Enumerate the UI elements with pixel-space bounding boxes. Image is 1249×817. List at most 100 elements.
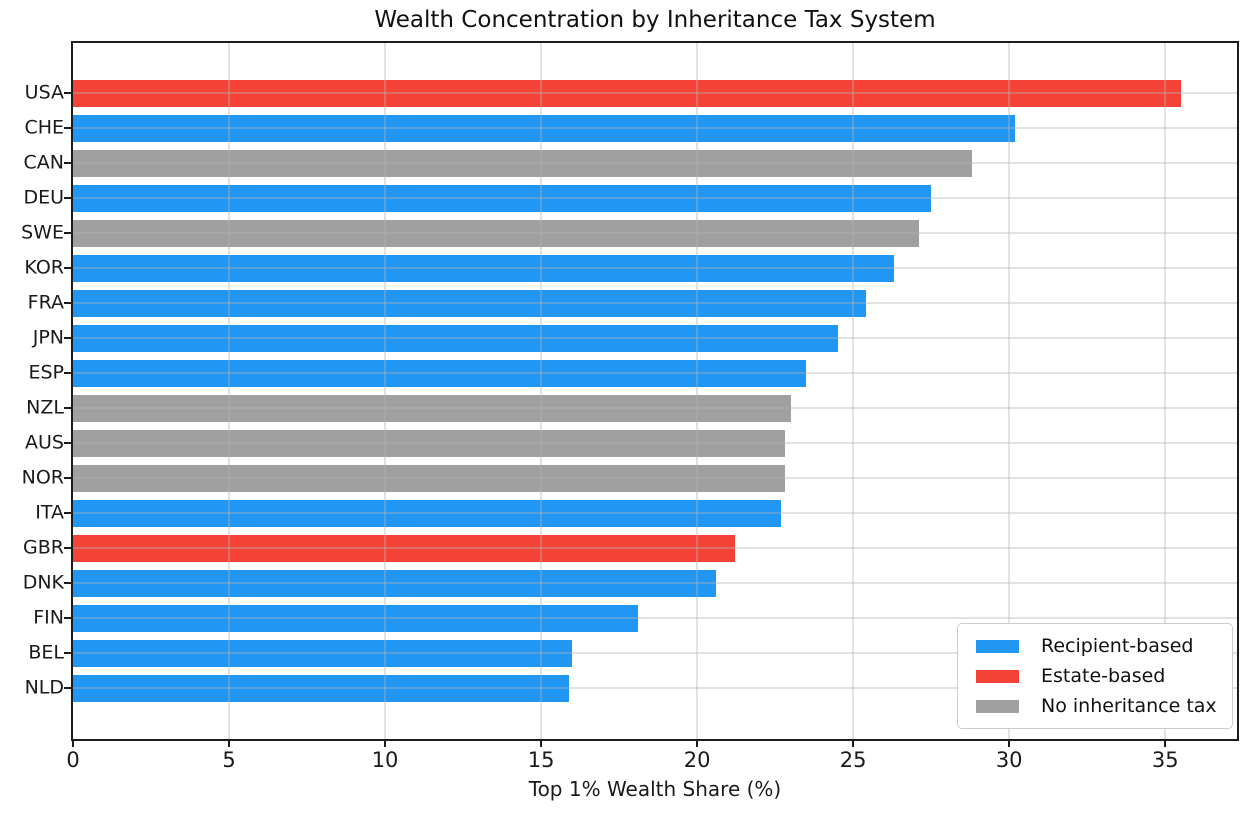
bar-FRA	[73, 289, 866, 317]
y-tick-label-CHE: CHE	[24, 116, 64, 139]
y-tick	[64, 582, 71, 584]
vertical-gridline	[384, 43, 386, 739]
plot-area: Recipient-based Estate-based No inheritanc…	[71, 41, 1239, 741]
y-tick	[64, 442, 71, 444]
y-tick-label-USA: USA	[24, 81, 64, 104]
bar-ESP	[73, 359, 807, 387]
x-tick-label-0: 0	[66, 748, 80, 772]
legend-swatch-none	[976, 699, 1019, 713]
x-tick-label-25: 25	[839, 748, 867, 772]
y-tick	[64, 477, 71, 479]
x-tick	[696, 740, 699, 747]
y-tick	[64, 302, 71, 304]
y-tick	[64, 337, 71, 339]
vertical-gridline	[1164, 43, 1167, 739]
vertical-gridline	[696, 43, 698, 739]
y-tick-label-GBR: GBR	[23, 536, 64, 559]
y-tick-label-ITA: ITA	[35, 501, 64, 524]
bar-FIN	[73, 604, 638, 632]
x-tick	[1008, 740, 1011, 747]
legend-label-recipient: Recipient-based	[1041, 635, 1194, 657]
y-tick-label-NLD: NLD	[24, 676, 64, 699]
horizontal-gridline	[73, 92, 1237, 94]
bar-DNK	[73, 569, 716, 597]
x-tick	[852, 740, 855, 747]
x-tick-label-35: 35	[1151, 748, 1179, 772]
bar-ITA	[73, 499, 782, 527]
chart-title: Wealth Concentration by Inheritance Tax …	[374, 7, 936, 33]
x-tick-label-15: 15	[527, 748, 555, 772]
horizontal-gridline	[73, 652, 1237, 654]
y-tick-label-DNK: DNK	[22, 571, 64, 594]
bar-CHE	[73, 114, 1016, 142]
vertical-gridline	[1008, 43, 1010, 739]
x-tick	[540, 740, 543, 747]
horizontal-gridline	[73, 162, 1237, 164]
y-tick-label-FIN: FIN	[33, 606, 64, 629]
vertical-gridline	[852, 43, 854, 739]
horizontal-gridline	[73, 232, 1237, 234]
y-tick-label-FRA: FRA	[27, 291, 64, 314]
y-tick	[64, 407, 71, 409]
y-tick	[64, 687, 71, 689]
x-axis-label: Top 1% Wealth Share (%)	[528, 777, 782, 801]
x-tick	[228, 740, 231, 747]
legend: Recipient-based Estate-based No inheritanc…	[957, 623, 1233, 729]
bar-SWE	[73, 219, 919, 247]
horizontal-gridline	[73, 547, 1237, 549]
x-tick	[1164, 740, 1167, 747]
y-tick-label-BEL: BEL	[28, 641, 64, 664]
bar-AUS	[73, 429, 785, 457]
vertical-gridline	[540, 43, 542, 739]
bar-USA	[73, 79, 1181, 107]
horizontal-gridline	[73, 127, 1237, 129]
horizontal-gridline	[73, 302, 1237, 304]
legend-row-none: No inheritance tax	[958, 691, 1232, 721]
legend-label-none: No inheritance tax	[1041, 695, 1217, 717]
y-tick-label-NZL: NZL	[26, 396, 64, 419]
bar-NOR	[73, 464, 785, 492]
y-tick-label-NOR: NOR	[21, 466, 64, 489]
legend-swatch-estate	[976, 669, 1019, 683]
horizontal-gridline	[73, 197, 1237, 199]
horizontal-gridline	[73, 442, 1237, 444]
bar-JPN	[73, 324, 838, 352]
legend-row-estate: Estate-based	[958, 661, 1232, 691]
bar-NLD	[73, 674, 570, 702]
legend-label-estate: Estate-based	[1041, 665, 1166, 687]
y-tick-label-CAN: CAN	[23, 151, 64, 174]
bar-DEU	[73, 184, 932, 212]
horizontal-gridline	[73, 582, 1237, 584]
legend-row-recipient: Recipient-based	[958, 631, 1232, 661]
horizontal-gridline	[73, 407, 1237, 409]
horizontal-gridline	[73, 337, 1237, 339]
x-tick-label-5: 5	[222, 748, 236, 772]
horizontal-gridline	[73, 477, 1237, 479]
y-tick	[64, 92, 71, 94]
horizontal-gridline	[73, 617, 1237, 619]
bar-CAN	[73, 149, 972, 177]
horizontal-gridline	[73, 267, 1237, 269]
y-tick	[64, 232, 71, 234]
y-tick-label-ESP: ESP	[28, 361, 64, 384]
x-tick-label-30: 30	[995, 748, 1023, 772]
y-tick	[64, 267, 71, 269]
y-tick	[64, 197, 71, 199]
y-tick	[64, 617, 71, 619]
bar-KOR	[73, 254, 894, 282]
bar-NZL	[73, 394, 791, 422]
y-tick	[64, 372, 71, 374]
legend-swatch-recipient	[976, 639, 1019, 653]
bar-BEL	[73, 639, 573, 667]
y-tick	[64, 652, 71, 654]
y-tick	[64, 547, 71, 549]
y-tick-label-JPN: JPN	[32, 326, 64, 349]
y-tick-label-KOR: KOR	[24, 256, 64, 279]
horizontal-gridline	[73, 512, 1237, 514]
y-tick-label-AUS: AUS	[25, 431, 64, 454]
horizontal-gridline	[73, 372, 1237, 374]
y-tick	[64, 512, 71, 514]
vertical-gridline	[228, 43, 230, 739]
y-tick	[64, 127, 71, 129]
y-tick	[64, 162, 71, 164]
